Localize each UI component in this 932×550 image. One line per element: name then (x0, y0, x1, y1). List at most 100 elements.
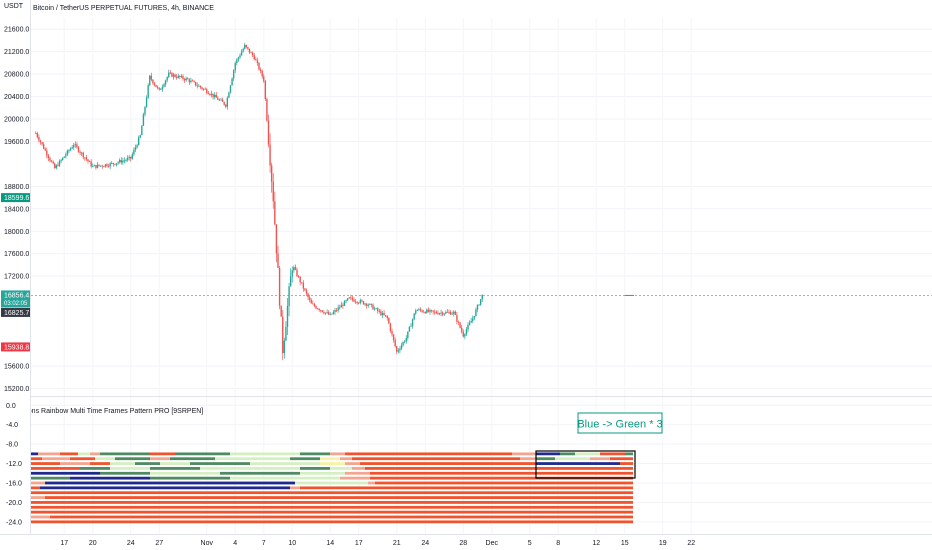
candle-body (174, 74, 176, 77)
indicator-pane[interactable]: Blue -> Green * 3 9 Seasons Rainbow Mult… (6, 404, 932, 524)
candle-body (313, 304, 316, 307)
candle-body (74, 144, 77, 146)
candle-body (169, 72, 172, 74)
candle-body (345, 300, 347, 302)
candle-body (196, 85, 198, 87)
candle-body (362, 301, 365, 305)
candle-body (464, 334, 466, 337)
candle-body (126, 158, 129, 161)
candle-body (256, 60, 259, 63)
indicator-tick-label: -20.0 (6, 500, 22, 507)
time-tick-label: 14 (326, 540, 334, 547)
candle-body (416, 310, 419, 311)
main-pane[interactable] (0, 0, 932, 534)
candle-body (101, 165, 103, 167)
rainbow-segment (330, 467, 352, 470)
indicator-tick-label: -4.0 (6, 422, 18, 429)
candle-body (50, 160, 53, 162)
candle-body (80, 152, 83, 154)
candle-body (225, 104, 227, 107)
candle-body (365, 303, 368, 306)
time-axis[interactable]: 17 20 24 27 Nov 4 7 10 14 17 21 24 28 Dec 5 8 12 15 19 22 (0, 534, 932, 548)
rainbow-segment (60, 462, 90, 465)
candle-body (435, 311, 438, 314)
candle-body (402, 342, 404, 346)
candle-body (289, 276, 292, 287)
candle-body (391, 330, 393, 335)
candle-body (434, 311, 436, 313)
candle-body (161, 86, 164, 90)
candle-body (232, 70, 235, 79)
candle-body (467, 324, 469, 330)
rainbow-segment (610, 457, 633, 461)
candle-body (141, 125, 143, 136)
candle-body (190, 80, 192, 83)
candle-body (263, 76, 265, 82)
candle-body (422, 311, 425, 313)
candle-body (193, 81, 195, 82)
candle-body (221, 99, 224, 102)
candle-body (286, 306, 289, 327)
candle-body (440, 312, 442, 314)
candle-body (304, 288, 306, 291)
rainbow-segment (295, 481, 368, 485)
candle-body (380, 311, 382, 316)
candle-body (71, 147, 73, 149)
candle-body (335, 310, 338, 311)
candle-body (207, 92, 210, 95)
candle-body (473, 316, 476, 319)
indicator-tick-label: -24.0 (6, 519, 22, 526)
candle-body (104, 164, 107, 167)
candle-body (307, 293, 309, 298)
candle-body (36, 133, 39, 137)
candle-body (41, 142, 43, 145)
candle-body (275, 224, 278, 254)
candle-body (63, 156, 65, 158)
candle-body (419, 309, 422, 311)
rainbow-segment (40, 486, 290, 490)
rainbow-segment (42, 457, 70, 461)
candle-body (54, 163, 56, 169)
rainbow-segment (555, 457, 590, 461)
annotation-label[interactable]: Blue -> Green * 3 (577, 412, 663, 434)
rainbow-segment (160, 462, 190, 465)
rainbow-segment (31, 486, 40, 490)
rainbow-segment (230, 452, 300, 456)
rainbow-segment (590, 457, 610, 461)
stop-loss-tag-text: 15938.8 (4, 344, 29, 351)
rainbow-segment (370, 471, 633, 475)
price-axis[interactable]: USDT 21600.0 21200.0 20800.0 20400.0 20000.0… (0, 0, 31, 534)
candle-body (58, 160, 61, 167)
rainbow-segment (620, 462, 633, 465)
candle-body (332, 312, 335, 315)
candle-body (73, 145, 75, 148)
candle-body (392, 334, 395, 340)
candle-body (66, 150, 69, 155)
time-tick-label: 4 (233, 540, 237, 547)
candle-body (93, 165, 96, 167)
candle-body (65, 154, 67, 157)
candle-body (88, 161, 91, 163)
rainbow-segment (320, 462, 345, 465)
rainbow-segment (300, 471, 345, 475)
rainbow-segment (110, 462, 135, 465)
candle-body (383, 313, 385, 316)
candle-body (339, 307, 341, 309)
rainbow-segment (110, 467, 150, 470)
candle-body (123, 160, 126, 162)
candle-body (155, 84, 157, 87)
rainbow-segment (220, 471, 300, 475)
time-tick-label: 27 (155, 540, 163, 547)
candle-body (381, 313, 384, 316)
candle-body (44, 148, 46, 151)
price-tick-label: 18000.0 (4, 229, 29, 236)
time-tick-label: Nov (201, 540, 214, 547)
rainbow-segment (31, 452, 38, 456)
countdown-text: 03:02:05 (4, 301, 28, 307)
rainbow-segment (375, 481, 633, 485)
candle-body (451, 313, 453, 315)
candle-body (411, 319, 414, 326)
time-tick-label: 17 (355, 540, 363, 547)
candle-body (187, 78, 189, 80)
candle-body (152, 79, 154, 84)
